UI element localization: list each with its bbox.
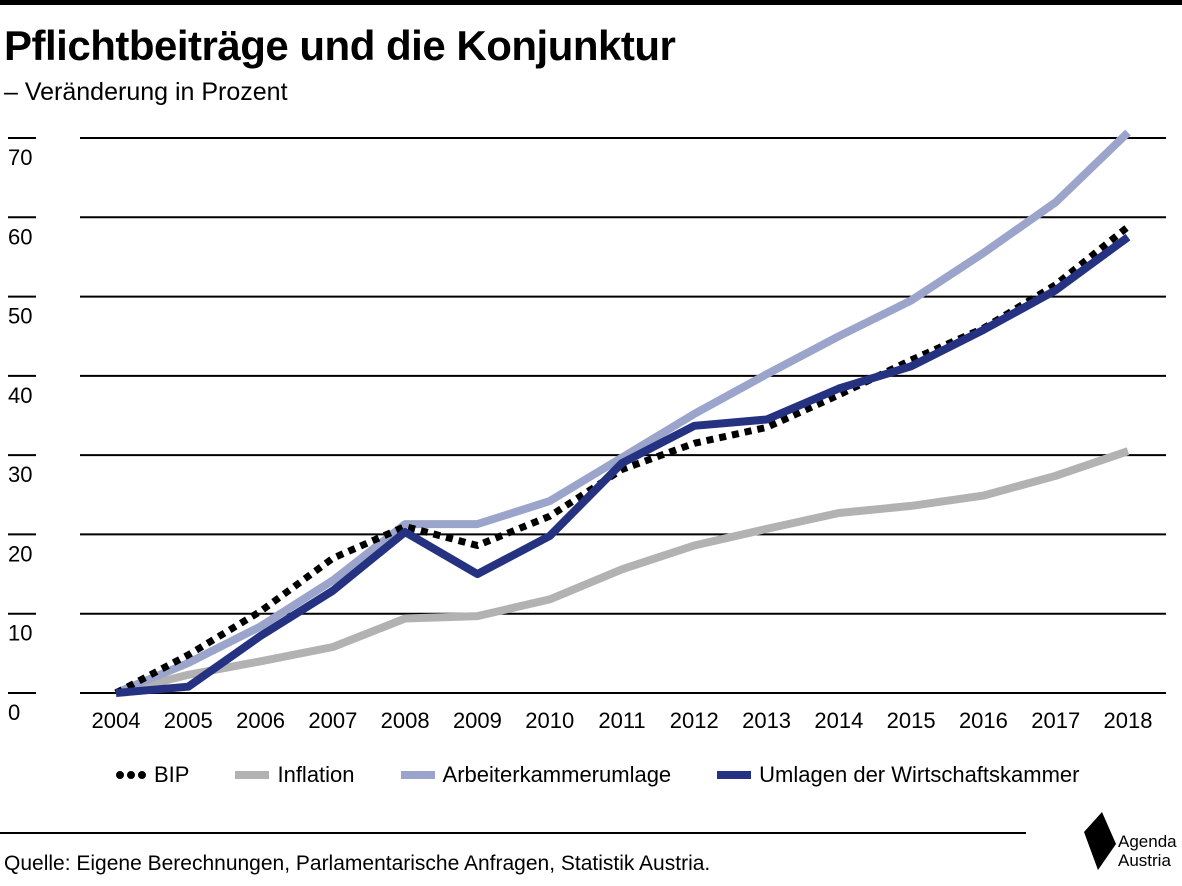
y-tick-label-50: 50 xyxy=(8,304,32,329)
legend-item-inflation: Inflation xyxy=(235,762,355,788)
legend-label-arbeiterkammerumlage: Arbeiterkammerumlage xyxy=(442,762,672,787)
x-tick-label-2012: 2012 xyxy=(670,708,719,733)
x-tick-label-2007: 2007 xyxy=(308,708,357,733)
legend-item-wirtschaftskammer: Umlagen der Wirtschaftskammer xyxy=(717,762,1079,788)
x-tick-label-2017: 2017 xyxy=(1031,708,1080,733)
series-line-inflation xyxy=(115,447,1130,697)
gridlines xyxy=(8,137,1166,694)
logo-text-line1: Agenda xyxy=(1118,832,1177,851)
legend-swatch-inflation xyxy=(235,771,270,779)
legend-swatch-wirtschaftskammer xyxy=(717,771,752,779)
top-rule xyxy=(0,0,1182,5)
series-lines xyxy=(114,129,1131,697)
chart-title: Pflichtbeiträge und die Konjunktur xyxy=(4,22,676,69)
legend-label-bip: BIP xyxy=(154,762,190,787)
bottom-rule xyxy=(0,832,1026,834)
y-tick-label-20: 20 xyxy=(8,541,32,566)
y-tick-label-40: 40 xyxy=(8,383,32,408)
y-tick-label-30: 30 xyxy=(8,462,32,487)
legend-item-arbeiterkammerumlage: Arbeiterkammerumlage xyxy=(400,762,672,788)
legend-label-wirtschaftskammer: Umlagen der Wirtschaftskammer xyxy=(759,762,1080,787)
logo-text-line2: Austria xyxy=(1118,851,1171,870)
agenda-austria-logo xyxy=(1084,812,1116,870)
x-tick-label-2008: 2008 xyxy=(381,708,430,733)
series-line-umlagen-der-wirtschaftskammer xyxy=(115,233,1131,697)
line-chart: 0 10 20 30 40 50 60 70 2004 2005 2006 2007 2008 2009… xyxy=(8,129,1166,733)
x-axis-ticks: 2004 2005 2006 2007 2008 2009 2010 2011 2012 2013… xyxy=(92,708,1153,733)
legend-label-inflation: Inflation xyxy=(277,762,355,787)
legend-item-bip: BIP xyxy=(116,762,189,788)
legend-swatch-arbeiterkammerumlage xyxy=(400,771,435,779)
logo-mark-icon xyxy=(1084,812,1116,870)
y-tick-label-70: 70 xyxy=(8,145,32,170)
x-tick-label-2011: 2011 xyxy=(598,708,645,733)
legend: BIP Inflation Arbeiterkammerumlage Umlag… xyxy=(116,762,1079,788)
source-note: Quelle: Eigene Berechnungen, Parlamentar… xyxy=(4,852,711,875)
x-tick-label-2006: 2006 xyxy=(236,708,285,733)
x-tick-label-2016: 2016 xyxy=(959,708,1008,733)
x-tick-label-2005: 2005 xyxy=(164,708,213,733)
legend-swatch-bip xyxy=(116,771,146,779)
x-tick-label-2009: 2009 xyxy=(453,708,502,733)
y-tick-label-10: 10 xyxy=(8,621,32,646)
x-tick-label-2014: 2014 xyxy=(814,708,863,733)
x-tick-label-2018: 2018 xyxy=(1104,708,1153,733)
x-tick-label-2013: 2013 xyxy=(742,708,791,733)
x-tick-label-2010: 2010 xyxy=(525,708,574,733)
x-tick-label-2015: 2015 xyxy=(887,708,936,733)
chart-subtitle: – Veränderung in Prozent xyxy=(4,78,288,106)
series-line-arbeiterkammerumlage xyxy=(114,129,1131,697)
y-tick-label-0: 0 xyxy=(8,700,20,725)
y-axis-ticks: 0 10 20 30 40 50 60 70 xyxy=(8,145,32,725)
x-tick-label-2004: 2004 xyxy=(92,708,141,733)
y-tick-label-60: 60 xyxy=(8,224,32,249)
